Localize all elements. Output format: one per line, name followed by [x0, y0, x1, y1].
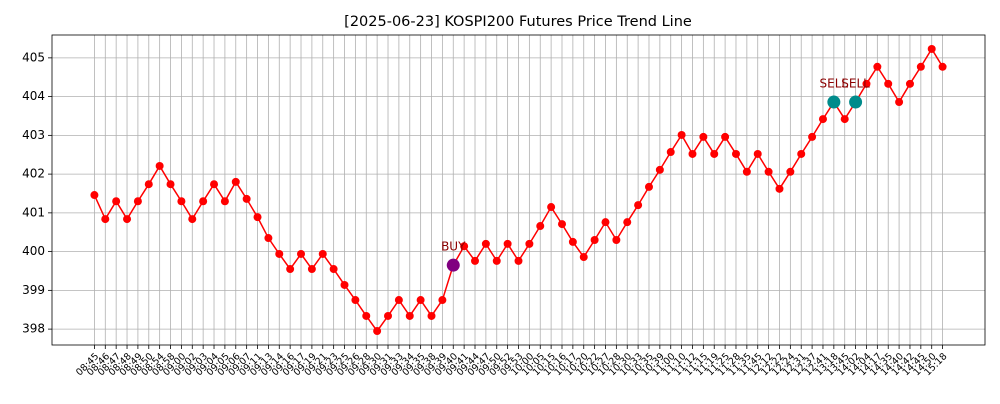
price-point [623, 218, 632, 227]
price-point [307, 265, 316, 274]
price-point [688, 149, 697, 158]
signal-marker [446, 258, 460, 272]
price-point [677, 130, 686, 139]
price-point [481, 239, 490, 248]
y-tick-label: 405 [22, 50, 45, 64]
price-point [210, 180, 219, 189]
price-point [471, 256, 480, 265]
price-point [503, 239, 512, 248]
price-point [112, 197, 121, 206]
price-point [818, 115, 827, 124]
price-point [525, 239, 534, 248]
price-point [612, 235, 621, 244]
price-point [873, 62, 882, 71]
price-point [786, 167, 795, 176]
price-point [144, 180, 153, 189]
price-point [199, 197, 208, 206]
price-point [362, 311, 371, 320]
price-point [721, 132, 730, 141]
price-point [916, 62, 925, 71]
price-point [220, 197, 229, 206]
price-point [123, 215, 132, 224]
price-point [655, 165, 664, 174]
price-point [840, 115, 849, 124]
price-point [90, 191, 99, 200]
price-point [753, 149, 762, 158]
price-point [297, 249, 306, 258]
signal-label: SELL [820, 77, 849, 91]
price-point [438, 296, 447, 305]
price-point [460, 242, 469, 251]
price-point [797, 149, 806, 158]
price-point [492, 256, 501, 265]
price-point [710, 149, 719, 158]
price-point [601, 218, 610, 227]
price-point [742, 167, 751, 176]
price-point [253, 213, 262, 222]
price-point [101, 215, 110, 224]
price-point [318, 249, 327, 258]
y-tick-label: 398 [22, 322, 45, 336]
price-point [895, 98, 904, 107]
price-point [699, 132, 708, 141]
price-point [731, 149, 740, 158]
price-point [384, 311, 393, 320]
price-point [590, 235, 599, 244]
y-tick-label: 401 [22, 205, 45, 219]
price-point [155, 161, 164, 170]
signal-marker [849, 95, 863, 109]
price-point [177, 197, 186, 206]
price-point [634, 201, 643, 210]
y-tick-label: 399 [22, 283, 45, 297]
price-point [231, 177, 240, 186]
price-point [568, 237, 577, 246]
signal-label: BUY [441, 240, 466, 254]
price-point [166, 180, 175, 189]
chart-title: [2025-06-23] KOSPI200 Futures Price Tren… [344, 14, 692, 30]
price-point [394, 296, 403, 305]
price-point [351, 296, 360, 305]
price-point [188, 215, 197, 224]
price-point [373, 327, 382, 336]
price-point [536, 222, 545, 231]
price-point [557, 220, 566, 229]
price-point [264, 234, 273, 243]
signal-label: SELL [841, 77, 870, 91]
price-point [133, 197, 142, 206]
price-point [579, 253, 588, 262]
y-tick-label: 400 [22, 244, 45, 258]
price-point [405, 311, 414, 320]
price-point [286, 265, 295, 274]
price-point [666, 148, 675, 157]
price-point [764, 167, 773, 176]
price-point [547, 203, 556, 212]
plot-frame [51, 34, 986, 346]
price-point [775, 184, 784, 193]
price-point [329, 265, 338, 274]
y-tick-label: 403 [22, 128, 45, 142]
price-point [905, 79, 914, 88]
signal-marker [827, 95, 841, 109]
price-point [808, 132, 817, 141]
y-tick-label: 402 [22, 167, 45, 181]
price-point [416, 296, 425, 305]
price-point [862, 79, 871, 88]
price-point [884, 79, 893, 88]
price-point [938, 62, 947, 71]
price-point [242, 194, 251, 203]
price-point [427, 311, 436, 320]
price-point [644, 182, 653, 191]
price-point [275, 249, 284, 258]
price-point [514, 256, 523, 265]
price-point [340, 280, 349, 289]
price-point [927, 44, 936, 53]
y-tick-label: 404 [22, 89, 45, 103]
